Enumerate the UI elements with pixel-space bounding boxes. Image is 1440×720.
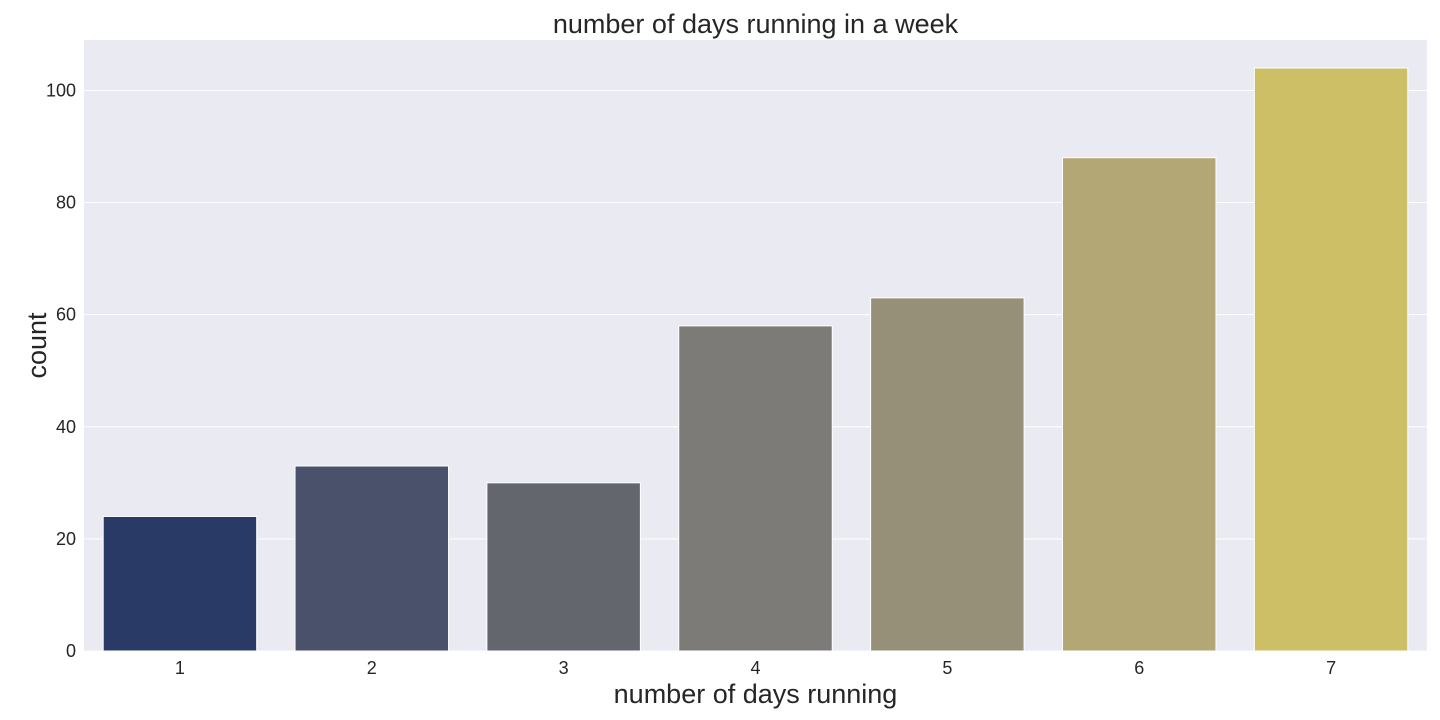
y-tick-label-40: 40 xyxy=(56,417,76,437)
x-axis-label: number of days running xyxy=(614,679,898,709)
x-tick-label-4: 4 xyxy=(750,658,760,678)
y-tick-label-100: 100 xyxy=(46,80,76,100)
x-tick-label-3: 3 xyxy=(559,658,569,678)
bar-5 xyxy=(870,297,1025,652)
bar-4 xyxy=(678,325,833,652)
bars xyxy=(102,67,1409,652)
y-tick-label-60: 60 xyxy=(56,305,76,325)
bar-6 xyxy=(1061,157,1217,652)
y-tick-labels: 0 20 40 60 80 100 xyxy=(46,80,76,661)
x-tick-label-2: 2 xyxy=(367,658,377,678)
x-tick-label-1: 1 xyxy=(175,658,185,678)
y-axis-label: count xyxy=(22,312,52,379)
y-tick-label-80: 80 xyxy=(56,193,76,213)
x-tick-label-6: 6 xyxy=(1134,658,1144,678)
bar-3 xyxy=(486,482,641,652)
bar-2 xyxy=(294,465,450,652)
x-tick-label-7: 7 xyxy=(1326,658,1336,678)
bar-7 xyxy=(1253,67,1409,652)
x-tick-labels: 1 2 3 4 5 6 7 xyxy=(175,658,1336,678)
y-tick-label-0: 0 xyxy=(66,641,76,661)
bar-1 xyxy=(102,515,258,652)
chart-title: number of days running in a week xyxy=(553,9,959,39)
x-tick-label-5: 5 xyxy=(942,658,952,678)
y-tick-label-20: 20 xyxy=(56,529,76,549)
